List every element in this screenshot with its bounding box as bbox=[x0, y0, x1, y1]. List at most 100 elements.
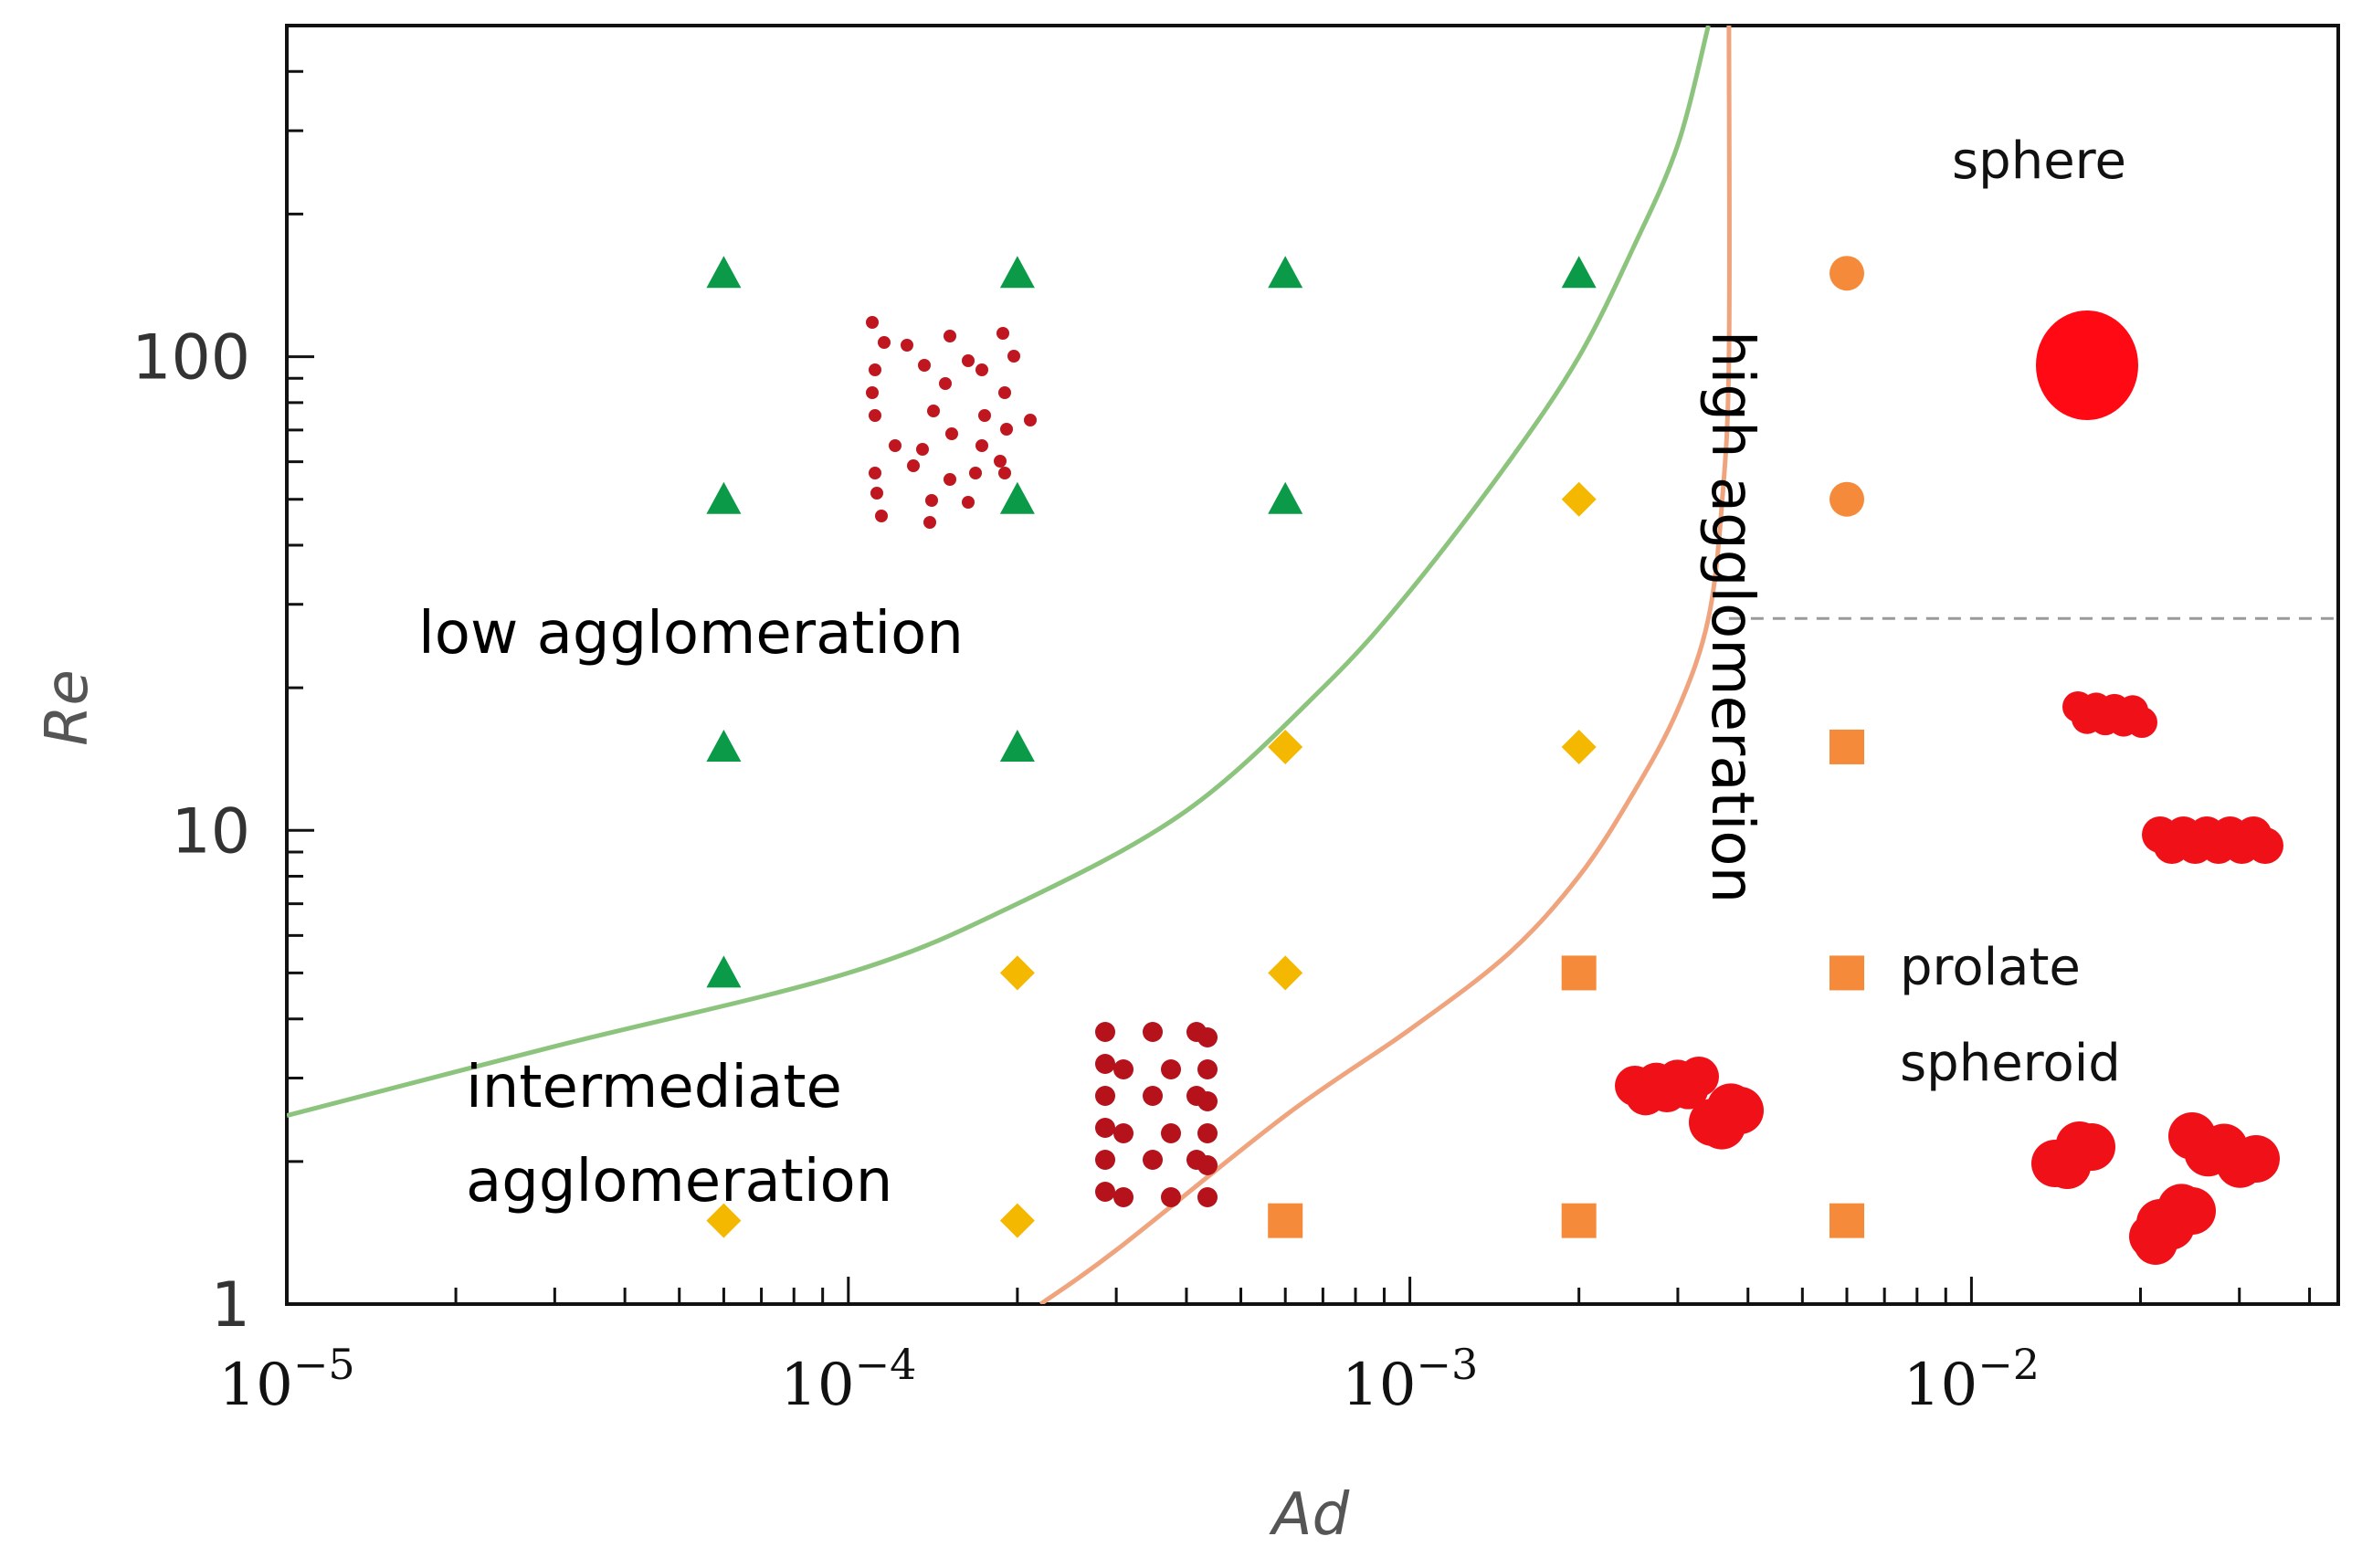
particle bbox=[878, 336, 891, 349]
particle bbox=[1095, 1086, 1115, 1106]
triangle-point bbox=[1561, 256, 1597, 289]
particle bbox=[2126, 707, 2157, 738]
particle bbox=[1197, 1091, 1218, 1111]
diamond-point bbox=[1561, 481, 1597, 517]
particle bbox=[1007, 350, 1020, 363]
square-point bbox=[1829, 729, 1865, 764]
agglomerate-illustrations bbox=[866, 310, 2283, 1265]
particle bbox=[962, 496, 975, 509]
particle bbox=[901, 339, 913, 352]
particle bbox=[918, 359, 931, 372]
intermediate-label: intermediate bbox=[466, 1054, 842, 1121]
circle-point bbox=[1829, 256, 1865, 291]
particle bbox=[869, 363, 881, 376]
particle bbox=[994, 455, 1007, 468]
diamond-point bbox=[1268, 955, 1303, 991]
particle bbox=[2247, 827, 2283, 864]
intermediate-cluster-image bbox=[1095, 1022, 1218, 1207]
axis-ticks: 10−5 10−4 10−3 10−2 1 10 100 bbox=[132, 24, 2312, 1419]
square-point bbox=[1829, 1203, 1865, 1238]
particle bbox=[1161, 1123, 1181, 1143]
x-tick-label: 10−5 bbox=[218, 1340, 354, 1419]
particle bbox=[2168, 1187, 2216, 1235]
particle bbox=[866, 386, 879, 399]
particle bbox=[907, 459, 920, 472]
particle bbox=[975, 363, 988, 376]
particle bbox=[925, 494, 938, 507]
y-axis-title: Re bbox=[34, 669, 101, 746]
particle bbox=[1679, 1057, 1719, 1097]
particle bbox=[923, 516, 936, 529]
plot-frame bbox=[285, 24, 2340, 1306]
x-tick-label: 10−2 bbox=[1903, 1340, 2040, 1419]
particle bbox=[916, 443, 929, 456]
data-points bbox=[706, 256, 1865, 1238]
particle bbox=[1143, 1086, 1163, 1106]
diamond-point bbox=[999, 955, 1035, 991]
triangle-point bbox=[706, 729, 742, 762]
diamond-point bbox=[1268, 729, 1303, 764]
square-point bbox=[1561, 955, 1597, 991]
x-tick-label: 10−4 bbox=[780, 1340, 916, 1419]
particle bbox=[944, 473, 956, 486]
particle bbox=[1000, 423, 1013, 436]
low-agglomeration-label: low agglomeration bbox=[418, 600, 964, 668]
particle bbox=[1113, 1059, 1134, 1079]
particle bbox=[969, 467, 982, 479]
particle bbox=[1716, 1087, 1764, 1134]
triangle-point bbox=[1268, 256, 1303, 289]
particle bbox=[1113, 1123, 1134, 1143]
particle bbox=[996, 327, 1009, 340]
particle bbox=[1197, 1123, 1218, 1143]
particle bbox=[2232, 1135, 2280, 1183]
boundary-line bbox=[287, 26, 1711, 1119]
triangle-point bbox=[999, 256, 1035, 289]
particle bbox=[1161, 1187, 1181, 1207]
particle bbox=[1197, 1027, 1218, 1047]
boundary-line bbox=[1039, 26, 1732, 1304]
particle bbox=[2068, 1123, 2115, 1171]
particle bbox=[1095, 1118, 1115, 1138]
particle bbox=[1143, 1150, 1163, 1170]
particle bbox=[975, 439, 988, 452]
y-tick-label: 1 bbox=[211, 1269, 250, 1342]
particle bbox=[1113, 1187, 1134, 1207]
square-point bbox=[1268, 1203, 1303, 1238]
particle bbox=[1161, 1059, 1181, 1079]
particle bbox=[1095, 1022, 1115, 1042]
particle bbox=[869, 467, 881, 479]
particle bbox=[978, 409, 991, 422]
high-agglomeration-label: high agglomeration bbox=[1698, 331, 1766, 903]
square-point bbox=[1561, 1203, 1597, 1238]
particle bbox=[998, 467, 1011, 479]
diamond-point bbox=[706, 1203, 742, 1238]
square-point bbox=[1829, 955, 1865, 991]
particle bbox=[866, 316, 879, 329]
agglomeration-label: agglomeration bbox=[466, 1148, 892, 1215]
particle bbox=[1197, 1187, 1218, 1207]
particle bbox=[1024, 414, 1037, 426]
spheroid-label: spheroid bbox=[1900, 1034, 2121, 1093]
particle bbox=[1095, 1054, 1115, 1074]
triangle-point bbox=[999, 481, 1035, 514]
particle bbox=[889, 439, 902, 452]
particle bbox=[944, 330, 956, 342]
triangle-point bbox=[706, 256, 742, 289]
circle-point bbox=[1829, 481, 1865, 517]
particle bbox=[2134, 1221, 2177, 1265]
particle bbox=[927, 405, 940, 417]
particle bbox=[962, 354, 975, 367]
dispersed-particles-image bbox=[866, 316, 1037, 529]
sphere-blob bbox=[2036, 310, 2138, 420]
particle bbox=[998, 386, 1011, 399]
y-tick-label: 100 bbox=[132, 322, 250, 395]
particle bbox=[1197, 1059, 1218, 1079]
triangle-point bbox=[1268, 481, 1303, 514]
sphere-agglomerate-image bbox=[2036, 310, 2138, 420]
particle bbox=[939, 377, 952, 390]
particle bbox=[1095, 1150, 1115, 1170]
triangle-point bbox=[706, 481, 742, 514]
prolate-agglomerates-image bbox=[1615, 691, 2283, 1265]
particle bbox=[1143, 1022, 1163, 1042]
